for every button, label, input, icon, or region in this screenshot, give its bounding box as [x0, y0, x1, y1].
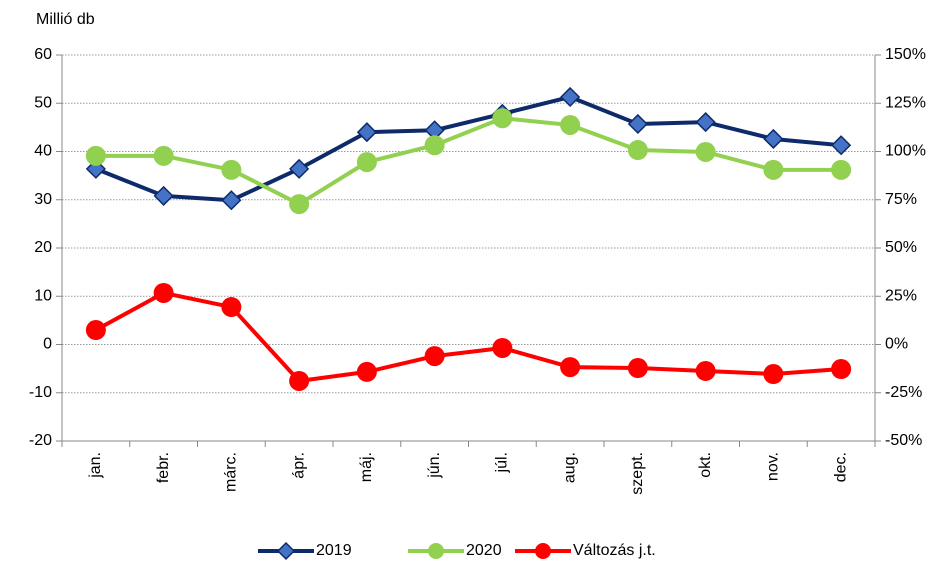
data-point: [356, 361, 377, 382]
data-point: [627, 140, 648, 161]
data-point: [153, 282, 174, 303]
y-tick-label: 30: [34, 191, 52, 208]
x-tick-label: júl.: [494, 452, 511, 473]
data-point: [356, 122, 377, 143]
series-line: [94, 290, 842, 383]
y-tick-label: 20: [34, 239, 52, 256]
legend-marker: [428, 543, 444, 559]
data-point: [695, 112, 716, 133]
legend-label: 2019: [316, 542, 352, 559]
y2-tick-label: 25%: [885, 287, 917, 304]
y2-tick-label: 75%: [885, 191, 917, 208]
data-point: [289, 370, 310, 391]
data-point: [627, 358, 648, 379]
y2-tick-label: 0%: [885, 336, 908, 353]
data-point: [560, 86, 581, 108]
data-point: [424, 135, 445, 156]
y2-tick-label: -50%: [885, 432, 922, 449]
x-tick-label: máj.: [358, 452, 375, 482]
x-tick-label: nov.: [765, 452, 782, 481]
data-point: [424, 346, 445, 367]
data-point: [560, 357, 581, 378]
y-tick-label: 0: [43, 336, 52, 353]
data-point: [492, 108, 513, 129]
data-point: [221, 159, 242, 180]
y2-tick-label: 100%: [885, 143, 926, 160]
data-point: [289, 158, 310, 179]
data-point: [763, 128, 784, 150]
x-tick-label: jún.: [426, 452, 443, 479]
y-tick-label: 50: [34, 94, 52, 111]
x-tick-label: ápr.: [290, 452, 307, 479]
x-tick-label: szept.: [629, 452, 646, 495]
y-tick-label: -10: [29, 384, 52, 401]
data-point: [85, 320, 106, 341]
series-line: [95, 94, 842, 203]
x-tick-label: aug.: [561, 452, 578, 483]
data-point: [831, 159, 852, 180]
series-line: [95, 116, 842, 207]
y2-tick-label: -25%: [885, 384, 922, 401]
data-point: [695, 360, 716, 381]
data-point: [221, 190, 242, 211]
data-point: [560, 114, 581, 135]
data-point: [831, 135, 852, 156]
y-tick-label: 40: [34, 143, 52, 160]
data-point: [763, 159, 784, 180]
data-point: [289, 194, 310, 215]
data-point: [356, 152, 377, 173]
x-tick-label: dec.: [832, 452, 849, 482]
legend-marker: [535, 543, 551, 559]
x-tick-label: okt.: [697, 452, 714, 478]
data-point: [627, 113, 648, 135]
y-tick-label: -20: [29, 432, 52, 449]
legend-label: Változás j.t.: [573, 542, 656, 559]
y-tick-label: 60: [34, 46, 52, 63]
data-point: [221, 297, 242, 318]
data-point: [153, 185, 174, 206]
y2-tick-label: 150%: [885, 46, 926, 63]
data-point: [85, 145, 106, 166]
legend-marker: [276, 541, 296, 561]
legend-label: 2020: [466, 542, 502, 559]
x-tick-label: márc.: [223, 452, 240, 492]
x-tick-label: jan.: [87, 452, 104, 479]
y2-tick-label: 50%: [885, 239, 917, 256]
data-point: [153, 145, 174, 166]
y2-tick-label: 125%: [885, 94, 926, 111]
data-point: [831, 359, 852, 380]
axis-title: Millió db: [36, 11, 95, 28]
data-point: [492, 337, 513, 358]
data-point: [763, 364, 784, 385]
x-tick-label: febr.: [155, 452, 172, 483]
y-tick-label: 10: [34, 287, 52, 304]
data-point: [695, 141, 716, 162]
